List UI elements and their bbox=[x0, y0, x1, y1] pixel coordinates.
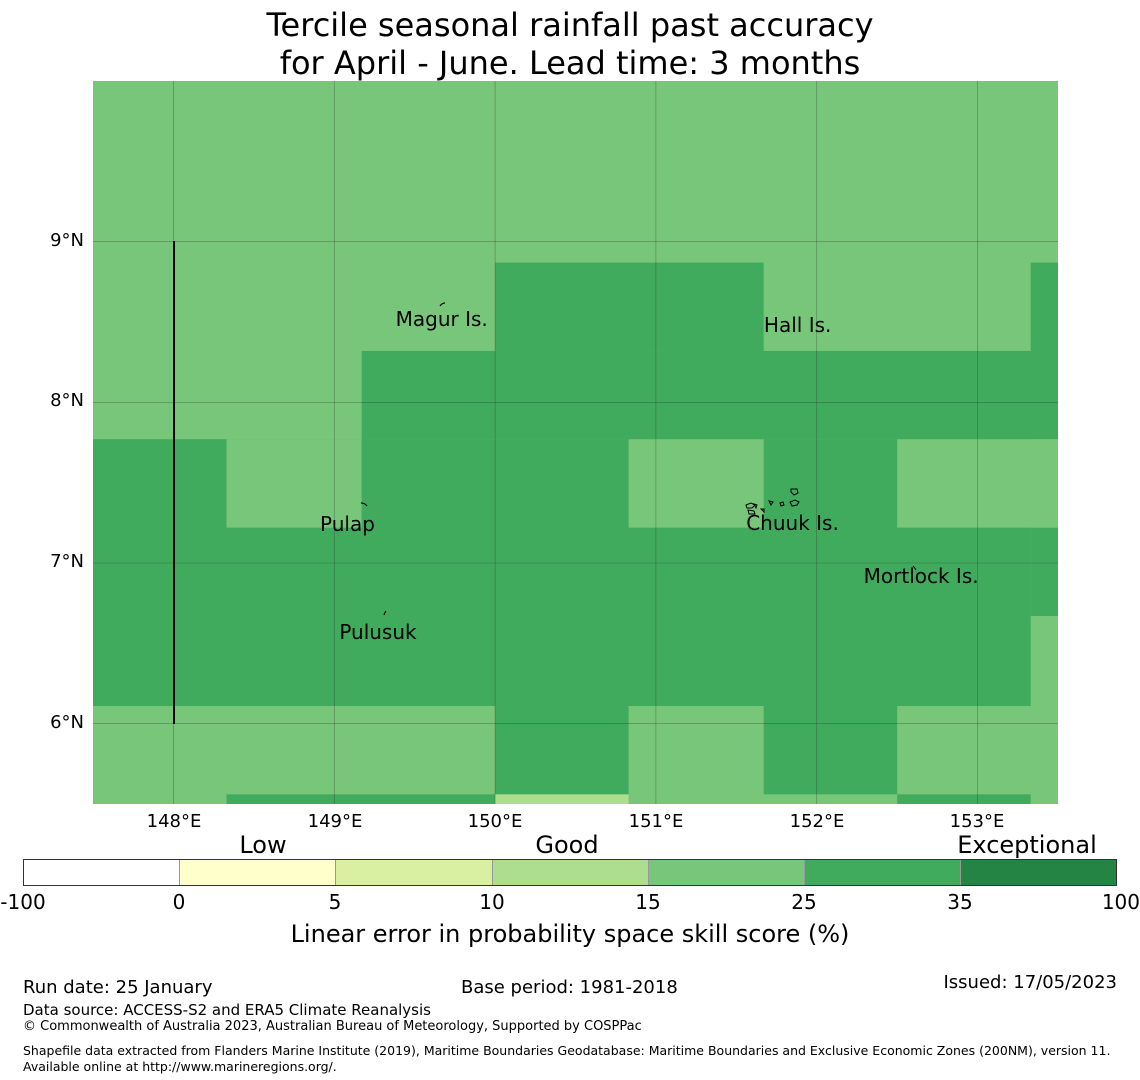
lat-tick-6n: 6°N bbox=[50, 712, 84, 733]
lat-tick-7n: 7°N bbox=[50, 551, 84, 572]
skill-cell bbox=[897, 439, 1058, 528]
place-label: Hall Is. bbox=[763, 313, 832, 338]
copyright: © Commonwealth of Australia 2023, Austra… bbox=[23, 1019, 642, 1034]
colorbar-segment bbox=[960, 859, 1117, 886]
data-source: Data source: ACCESS-S2 and ERA5 Climate … bbox=[23, 1001, 431, 1019]
category-exceptional: Exceptional bbox=[957, 831, 1097, 859]
mortlock-island-outline bbox=[912, 565, 917, 571]
colorbar-segment bbox=[492, 859, 649, 886]
chart-title-line-2: for April - June. Lead time: 3 months bbox=[279, 44, 861, 82]
skill-cell bbox=[361, 350, 1058, 440]
lon-tick-153e: 153°E bbox=[949, 811, 1005, 832]
category-low: Low bbox=[239, 831, 287, 859]
skill-cell bbox=[897, 794, 1031, 804]
shapefile-note: Shapefile data extracted from Flanders M… bbox=[23, 1043, 1111, 1074]
pulusuk-island-outline bbox=[383, 610, 387, 616]
skill-cell bbox=[495, 794, 629, 804]
place-label: Magur Is. bbox=[395, 306, 488, 331]
skill-cell bbox=[226, 439, 362, 528]
chuuk-lagoon-outline bbox=[745, 488, 800, 515]
skill-cell bbox=[628, 439, 764, 528]
colorbar-segment bbox=[804, 859, 961, 886]
category-good: Good bbox=[535, 831, 599, 859]
colorbar-segment bbox=[648, 859, 805, 886]
place-label: Pulusuk bbox=[339, 620, 417, 645]
skill-map-canvas bbox=[93, 81, 1058, 804]
skill-cell bbox=[495, 262, 764, 351]
lat-tick-8n: 8°N bbox=[50, 390, 84, 411]
colorbar-tick: 35 bbox=[947, 890, 973, 914]
place-label: Chuuk Is. bbox=[746, 510, 839, 535]
base-period: Base period: 1981-2018 bbox=[461, 977, 678, 998]
skill-cell bbox=[763, 705, 898, 795]
colorbar-segment bbox=[335, 859, 493, 886]
colorbar-tick: 100 bbox=[1101, 890, 1140, 914]
colorbar-tick: 5 bbox=[328, 890, 342, 914]
pulap-island-outline bbox=[360, 502, 368, 507]
skill-cell bbox=[495, 705, 629, 795]
skill-cell bbox=[226, 794, 496, 804]
lon-tick-152e: 152°E bbox=[789, 811, 845, 832]
skill-cell bbox=[93, 439, 227, 706]
skill-map bbox=[93, 81, 1058, 804]
skill-cell bbox=[93, 350, 362, 440]
lon-tick-150e: 150°E bbox=[467, 811, 523, 832]
colorbar-segment bbox=[23, 859, 180, 886]
lat-tick-9n: 9°N bbox=[50, 230, 84, 251]
skill-cell bbox=[1030, 527, 1058, 617]
skill-cell bbox=[1030, 262, 1058, 351]
magur-island-outline bbox=[439, 302, 446, 307]
colorbar-label: Linear error in probability space skill … bbox=[290, 920, 850, 948]
issued-date: Issued: 17/05/2023 bbox=[943, 972, 1117, 993]
lon-tick-149e: 149°E bbox=[307, 811, 363, 832]
colorbar-tick: 25 bbox=[791, 890, 817, 914]
lon-tick-151e: 151°E bbox=[628, 811, 684, 832]
run-date: Run date: 25 January bbox=[23, 977, 213, 998]
colorbar-segment bbox=[179, 859, 336, 886]
colorbar-tick: 15 bbox=[635, 890, 661, 914]
colorbar-tick: -100 bbox=[0, 890, 46, 914]
place-label: Mortlock Is. bbox=[863, 563, 979, 588]
place-label: Pulap bbox=[320, 512, 375, 537]
skill-cells-layer bbox=[93, 81, 1058, 804]
colorbar-tick: 10 bbox=[479, 890, 505, 914]
lon-tick-148e: 148°E bbox=[146, 811, 202, 832]
colorbar-tick: 0 bbox=[172, 890, 186, 914]
island-outlines-layer bbox=[360, 302, 917, 616]
chart-title-line-1: Tercile seasonal rainfall past accuracy bbox=[266, 6, 874, 44]
